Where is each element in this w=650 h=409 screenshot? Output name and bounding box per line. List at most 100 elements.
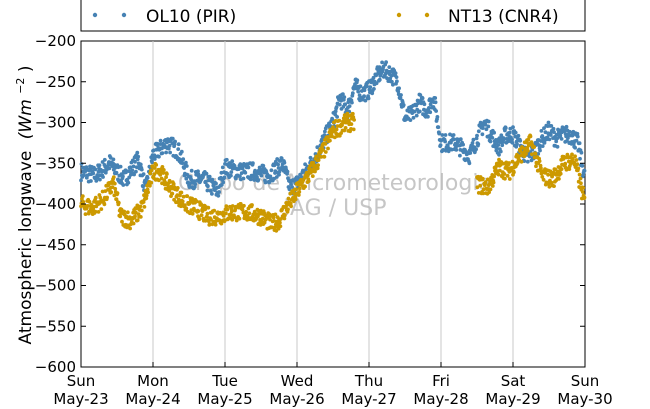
series-1-point	[197, 217, 202, 222]
series-1-point	[139, 208, 144, 213]
series-0-point	[458, 153, 462, 158]
series-1-point	[205, 211, 210, 216]
series-1-point	[144, 196, 149, 201]
series-1-point	[282, 216, 287, 221]
series-1-point	[128, 226, 133, 231]
series-0-point	[210, 192, 214, 196]
series-0-point	[467, 161, 472, 166]
series-1-point	[524, 152, 528, 156]
series-1-point	[579, 181, 583, 186]
series-0-point	[233, 176, 238, 181]
series-1-point	[334, 127, 339, 132]
series-1-point	[157, 178, 161, 183]
series-1-point	[190, 196, 195, 201]
series-0-point	[546, 120, 551, 125]
series-0-point	[91, 171, 96, 176]
series-0-point	[249, 177, 254, 181]
series-1-point	[207, 222, 212, 227]
x-tick-label-date: May-27	[341, 390, 396, 408]
series-1-point	[541, 177, 546, 182]
series-0-point	[79, 162, 84, 166]
series-1-point	[580, 190, 585, 194]
series-1-point	[344, 120, 348, 125]
series-0-point	[132, 172, 137, 177]
series-0-point	[555, 144, 560, 149]
series-0-point	[578, 156, 582, 161]
series-0-point	[180, 161, 185, 166]
x-tick-label-day: Sat	[501, 372, 526, 390]
series-0-point	[475, 133, 479, 138]
series-0-point	[575, 131, 580, 136]
series-0-point	[160, 151, 165, 156]
series-1-point	[168, 180, 173, 184]
series-1-point	[533, 151, 538, 156]
series-1-point	[492, 174, 496, 179]
series-1-point	[480, 176, 485, 181]
series-1-point	[328, 138, 332, 143]
series-0-point	[437, 131, 442, 136]
series-0-point	[222, 175, 227, 180]
series-0-point	[551, 126, 556, 131]
series-1-point	[278, 217, 283, 221]
series-0-point	[476, 142, 481, 146]
series-0-point	[394, 75, 399, 79]
series-0-point	[94, 179, 99, 183]
series-1-point	[573, 154, 577, 159]
series-0-point	[490, 135, 495, 140]
series-1-point	[293, 197, 298, 202]
series-0-point	[434, 109, 438, 113]
series-0-point	[173, 139, 178, 144]
x-tick-label-date: May-30	[557, 390, 612, 408]
series-1-point	[161, 171, 166, 175]
series-0-point	[89, 179, 93, 183]
series-0-point	[516, 133, 521, 138]
series-1-point	[507, 177, 512, 181]
series-1-point	[175, 186, 180, 190]
series-1-point	[490, 184, 495, 188]
series-1-point	[85, 204, 90, 208]
series-0-point	[187, 185, 192, 190]
series-1-point	[183, 203, 187, 208]
legend-box	[80, 0, 586, 32]
series-0-point	[454, 148, 459, 152]
series-0-point	[203, 179, 208, 184]
series-0-point	[408, 118, 413, 122]
series-1-point	[165, 172, 169, 176]
series-0-point	[184, 164, 189, 168]
series-1-point	[483, 180, 488, 184]
series-1-point	[113, 186, 118, 191]
series-1-point	[305, 173, 310, 178]
series-0-point	[547, 137, 552, 142]
series-1-point	[152, 166, 157, 170]
series-0-point	[229, 173, 233, 178]
series-1-point	[250, 203, 254, 207]
plot-frame	[80, 40, 586, 368]
series-1-point	[171, 182, 176, 186]
series-1-point	[268, 217, 272, 222]
series-1-point	[149, 168, 154, 173]
series-0-point	[443, 133, 448, 137]
series-0-point	[452, 137, 456, 142]
series-0-point	[335, 115, 339, 119]
series-1-point	[176, 197, 181, 202]
series-1-point	[221, 214, 226, 218]
series-1-point	[115, 191, 120, 196]
series-1-point	[297, 186, 302, 191]
watermark: Grupo de Micrometeorologia IAG / USP	[178, 171, 492, 221]
y-tick-label: −550	[35, 317, 76, 335]
series-1-point	[105, 195, 109, 200]
grid-lines	[152, 41, 514, 367]
series-0-point	[356, 89, 361, 94]
series-0-point	[540, 144, 545, 149]
series-0-point	[362, 94, 366, 99]
series-0-point	[542, 126, 546, 130]
series-0-point	[287, 187, 292, 192]
series-0-point	[484, 127, 489, 132]
x-tick-label-day: Fri	[432, 372, 450, 390]
legend-marker-ol10-b	[121, 12, 127, 18]
series-1-point	[102, 202, 107, 207]
series-0-point	[549, 124, 554, 128]
series-1-point	[337, 118, 342, 123]
series-0-point	[559, 137, 564, 141]
series-1-point	[570, 156, 575, 161]
